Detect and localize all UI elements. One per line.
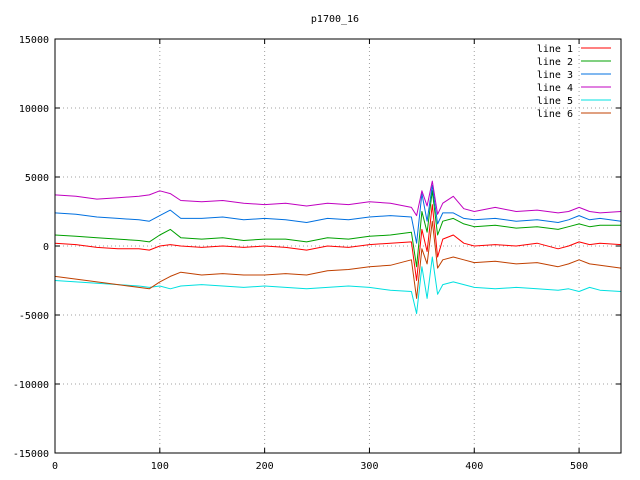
x-tick-label: 200 bbox=[256, 461, 274, 472]
y-tick-label: -5000 bbox=[19, 311, 49, 322]
series-line-3 bbox=[54, 184, 622, 244]
y-tick-label: 5000 bbox=[25, 173, 49, 184]
legend-label-5: line 5 bbox=[537, 96, 573, 107]
legend-label-1: line 1 bbox=[537, 44, 573, 55]
y-tick-label: -10000 bbox=[13, 380, 49, 391]
x-tick-label: 100 bbox=[151, 461, 169, 472]
series-line-5 bbox=[54, 256, 622, 315]
legend: line 1 line 2 line 3 line 4 line 5 line 6 bbox=[537, 44, 611, 120]
y-tick-label: 0 bbox=[43, 242, 49, 253]
series-line-6 bbox=[54, 220, 622, 299]
x-tick-label: 300 bbox=[360, 461, 378, 472]
series-group bbox=[54, 180, 622, 315]
legend-label-3: line 3 bbox=[537, 70, 573, 81]
series-line-1 bbox=[54, 204, 622, 281]
grid bbox=[55, 39, 621, 453]
axes: -15000 -10000 -5000 0 5000 10000 15000 0 100 200 3… bbox=[13, 35, 621, 472]
chart-title: p1700_16 bbox=[311, 14, 359, 25]
x-tick-label: 0 bbox=[52, 461, 58, 472]
legend-label-2: line 2 bbox=[537, 57, 573, 68]
series-line-2 bbox=[54, 190, 621, 268]
x-tick-label: 400 bbox=[465, 461, 483, 472]
series-line-4 bbox=[54, 180, 622, 217]
y-tick-label: 10000 bbox=[19, 104, 49, 115]
x-tick-label: 500 bbox=[570, 461, 588, 472]
legend-label-4: line 4 bbox=[537, 83, 573, 94]
y-tick-label: 15000 bbox=[19, 35, 49, 46]
y-tick-label: -15000 bbox=[13, 449, 49, 460]
legend-label-6: line 6 bbox=[537, 109, 573, 120]
